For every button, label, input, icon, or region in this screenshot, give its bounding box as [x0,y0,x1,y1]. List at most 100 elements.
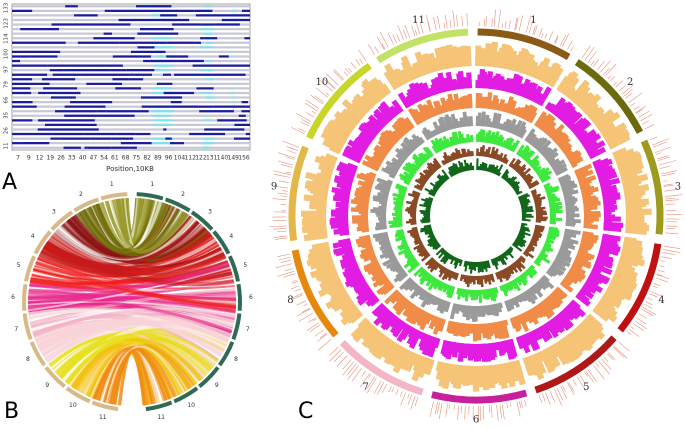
track-bar [537,254,551,264]
track-bar [517,149,524,157]
track-bar [549,207,560,212]
track-bar [485,260,489,269]
outer-tick [491,18,493,27]
outer-tick [343,71,349,76]
track-bar [419,267,426,274]
outer-tick [567,382,575,396]
track-bar [478,289,483,303]
track-bar [432,243,441,250]
track-bar [481,145,486,157]
outer-tick [592,58,600,67]
outer-tick [429,401,434,418]
outer-tick [404,24,411,39]
outer-tick [438,402,443,420]
track-bar [498,136,505,147]
outer-tick [604,63,617,77]
track-bar [544,184,551,190]
track-bar [535,210,547,214]
right-label: 4 [229,233,233,240]
track-bar [528,242,534,248]
outer-tick [618,341,630,352]
left-arc [73,197,100,213]
track-bar [490,258,495,266]
track-bar [412,198,419,203]
outer-tick [312,318,317,322]
track-bar [392,192,405,199]
chord [42,234,213,271]
right-label: 2 [181,191,185,198]
track-bar [437,138,445,151]
x-tick-label: 7 [16,155,20,162]
left-label: 6 [11,294,15,301]
track-bar [468,164,472,171]
outer-tick [387,32,395,45]
track-bar [518,128,527,139]
track-bar [486,260,491,269]
outer-tick [301,307,310,313]
track-bar [503,137,511,149]
track-bar [520,200,531,205]
track-bar [530,239,538,245]
left-label: 8 [26,356,30,363]
track-bar [410,203,418,208]
x-tick-label: 61 [111,155,119,162]
chromosome [339,340,424,396]
track-bar [499,254,507,266]
track-bar [441,140,448,149]
track-bar [429,276,437,284]
track-bar [499,157,504,162]
outer-tick [388,386,392,393]
outer-tick [601,358,612,370]
outer-tick [659,265,665,268]
track-bar [425,146,434,157]
outer-tick [373,380,382,394]
track-bar [423,202,432,207]
outer-tick [661,170,677,175]
right-arc [198,366,220,388]
left-label: 11 [99,414,107,421]
track-bar [399,277,413,291]
outer-tick [460,405,462,414]
track-bar [535,206,546,211]
track-bar [442,135,450,149]
outer-tick [645,301,653,306]
outer-tick [329,346,339,356]
track-bar [532,166,539,172]
outer-tick [603,68,610,76]
outer-tick [496,404,499,421]
outer-tick [342,361,355,376]
track-bar [442,283,449,293]
track-bar [530,159,540,169]
outer-tick [560,385,568,399]
track-bar [428,196,434,201]
track-bar [418,241,423,246]
track-bar [546,236,552,241]
track-bar [490,164,495,173]
track-bar [534,224,545,229]
track-bar [488,135,493,144]
track-bar [545,269,554,278]
track-bar [501,140,508,148]
track-bar [454,148,461,159]
chromosome-label: 3 [675,181,681,192]
outer-tick [358,49,367,62]
track-bar [519,198,530,204]
track-bar [525,178,533,185]
track-bar [443,253,452,265]
outer-tick [607,75,612,80]
track-bar [395,185,407,193]
track-bar [588,146,607,160]
track-bar [399,176,411,184]
track-bar [481,129,486,143]
outer-tick [461,16,463,27]
outer-tick [595,363,600,368]
outer-tick [448,404,450,409]
track-bar [405,200,418,206]
track-bar [498,270,504,279]
track-bar [358,234,371,242]
track-bar [433,279,441,290]
track-bar [468,261,472,270]
track-bar [466,134,470,143]
track-bar [406,161,419,172]
track-bar [398,173,412,183]
